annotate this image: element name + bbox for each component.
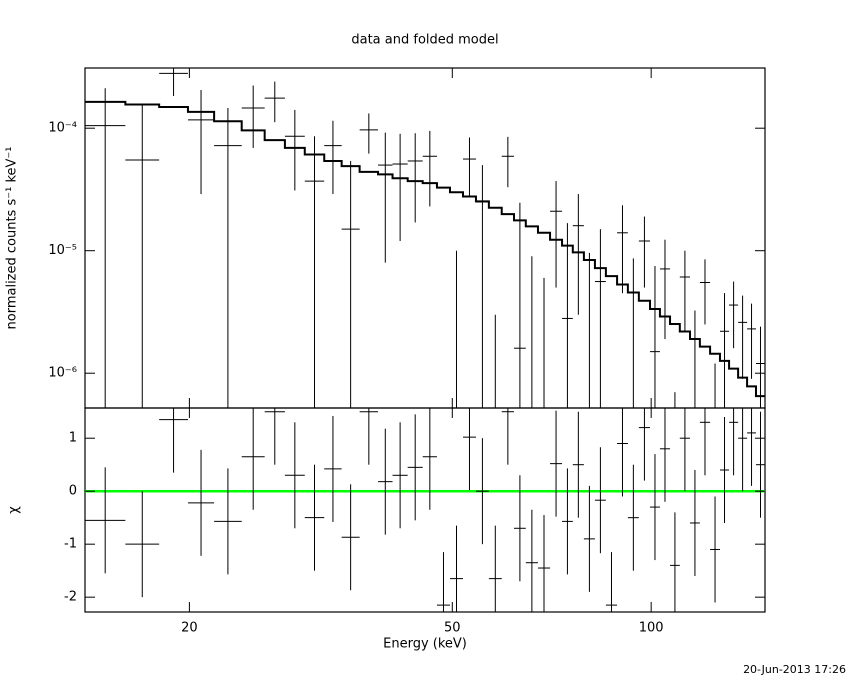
y-axis-label: normalized counts s⁻¹ keV⁻¹: [5, 147, 20, 330]
y-tick-label: 10⁻⁶: [48, 366, 77, 381]
timestamp: 20-Jun-2013 17:26: [743, 663, 846, 676]
y-axis-label: χ: [7, 506, 22, 514]
x-axis-label: Energy (keV): [383, 637, 467, 652]
x-tick-label: 50: [444, 621, 461, 636]
y-tick-label: 1: [69, 431, 77, 446]
plot-area: [85, 408, 765, 612]
y-tick-label: -2: [64, 590, 77, 605]
model-line: [85, 100, 765, 398]
x-tick-label: 20: [181, 621, 198, 636]
y-tick-label: -1: [64, 537, 77, 552]
y-tick-label: 0: [69, 484, 77, 499]
plot-area: [85, 68, 765, 408]
y-tick-label: 10⁻⁴: [48, 121, 77, 136]
x-tick-label: 100: [639, 621, 664, 636]
chart-title: data and folded model: [351, 33, 498, 48]
y-tick-label: 10⁻⁵: [48, 243, 77, 258]
plot-frame: [84, 407, 766, 613]
